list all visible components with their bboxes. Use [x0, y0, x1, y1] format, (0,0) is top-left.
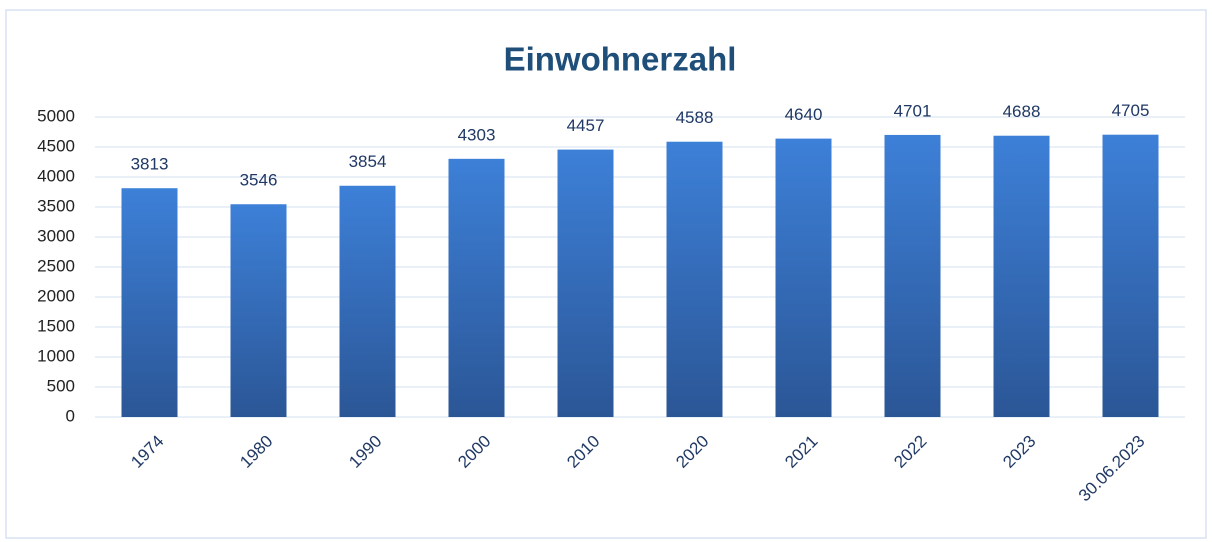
- y-tick-label: 3000: [37, 226, 75, 245]
- y-tick-label: 1000: [37, 346, 75, 365]
- data-label: 4640: [785, 105, 823, 124]
- bar: [993, 135, 1050, 417]
- bar: [666, 141, 723, 417]
- bar: [557, 149, 614, 417]
- data-label: 4457: [567, 116, 605, 135]
- y-tick-label: 2500: [37, 256, 75, 275]
- bar: [121, 188, 178, 417]
- y-tick-label: 5000: [37, 106, 75, 125]
- data-label: 4705: [1112, 101, 1150, 120]
- data-label: 4303: [458, 125, 496, 144]
- bar: [339, 185, 396, 417]
- bar: [884, 134, 941, 417]
- y-tick-label: 3500: [37, 196, 75, 215]
- y-tick-label: 1500: [37, 316, 75, 335]
- data-label: 4688: [1003, 102, 1041, 121]
- y-tick-label: 0: [66, 406, 75, 425]
- data-label: 3854: [349, 152, 387, 171]
- y-tick-label: 2000: [37, 286, 75, 305]
- bar: [775, 138, 832, 417]
- bar: [448, 158, 505, 417]
- data-label: 3546: [240, 171, 278, 190]
- y-tick-label: 4000: [37, 166, 75, 185]
- data-label: 4701: [894, 101, 932, 120]
- bar: [230, 204, 287, 417]
- data-label: 4588: [676, 108, 714, 127]
- y-tick-label: 500: [47, 376, 75, 395]
- bar: [1102, 134, 1159, 417]
- chart-title: Einwohnerzahl: [504, 41, 737, 78]
- y-tick-label: 4500: [37, 136, 75, 155]
- data-label: 3813: [131, 155, 169, 174]
